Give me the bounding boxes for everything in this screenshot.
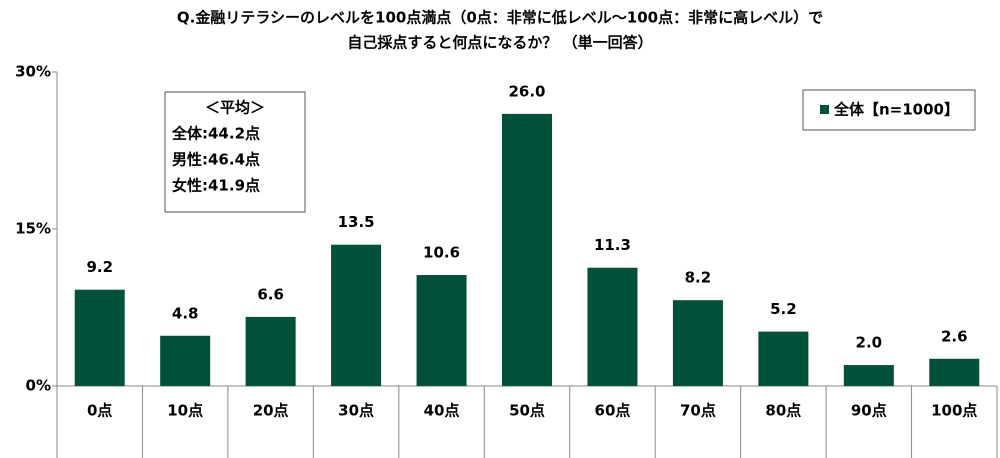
bar [502, 113, 552, 386]
x-tick-label: 30点 [338, 402, 374, 420]
bar [758, 331, 809, 386]
x-tick-label: 0点 [87, 402, 112, 420]
x-tick-label: 70点 [680, 402, 716, 420]
data-label: 2.0 [856, 334, 883, 352]
bar [331, 244, 382, 386]
annotation-text: ＜平均＞ [205, 99, 265, 117]
data-label: 26.0 [508, 82, 545, 100]
legend-label: 全体【n=1000】 [833, 101, 959, 119]
x-tick-label: 90点 [851, 402, 887, 420]
legend-box [802, 89, 976, 131]
bar [160, 335, 211, 386]
chart-title: Q.金融リテラシーのレベルを100点満点（0点：非常に低レベル～100点：非常に… [177, 9, 823, 27]
data-label: 8.2 [685, 269, 712, 287]
bar [245, 316, 296, 386]
legend-swatch [820, 105, 829, 114]
data-label: 13.5 [338, 213, 375, 231]
data-label: 4.8 [172, 304, 199, 322]
y-tick-label: 15% [15, 220, 51, 238]
annotation-text: 全体:44.2点 [171, 125, 260, 143]
x-tick-label: 40点 [424, 402, 460, 420]
x-tick-label: 10点 [167, 402, 203, 420]
x-tick-label: 100点 [931, 402, 977, 420]
data-label: 9.2 [86, 258, 113, 276]
y-tick-label: 30% [15, 63, 51, 81]
bar [843, 365, 894, 386]
data-label: 5.2 [770, 300, 797, 318]
bar [587, 267, 638, 386]
bar [672, 300, 723, 386]
x-tick-label: 60点 [595, 402, 631, 420]
data-label: 6.6 [257, 285, 284, 303]
chart-title: 自己採点すると何点になるか？ （単一回答） [347, 34, 652, 52]
data-label: 11.3 [594, 236, 631, 254]
bar [929, 358, 980, 386]
data-label: 2.6 [941, 327, 968, 345]
x-tick-label: 80点 [765, 402, 801, 420]
annotation-text: 女性:41.9点 [172, 177, 260, 195]
x-tick-label: 50点 [509, 402, 545, 420]
y-tick-label: 0% [26, 377, 51, 395]
annotation-box [164, 91, 306, 213]
x-tick-label: 20点 [253, 402, 289, 420]
bar [74, 289, 125, 386]
data-label: 10.6 [423, 244, 460, 262]
annotation-text: 男性:46.4点 [172, 151, 260, 169]
bar [416, 275, 467, 386]
